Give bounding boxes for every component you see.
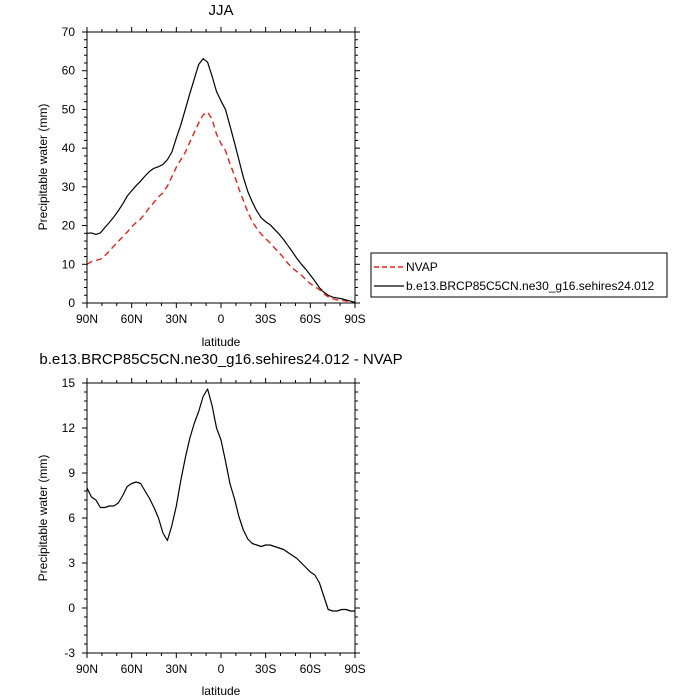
bottom-chart-xlabel: latitude xyxy=(202,684,241,698)
bottom-series-line-difference xyxy=(86,388,355,612)
top-chart-legend: NVAP b.e13.BRCP85C5CN.ne30_g16.sehires24… xyxy=(370,252,668,298)
bottom-chart-title: b.e13.BRCP85C5CN.ne30_g16.sehires24.012 … xyxy=(39,351,402,368)
bottom-x-tick-label: 30N xyxy=(165,662,187,676)
bottom-y-tick-label: 0 xyxy=(68,601,75,615)
bottom-x-tick-label: 90N xyxy=(76,662,98,676)
top-x-tick-label: 30N xyxy=(165,312,187,326)
top-plot-frame xyxy=(86,31,356,304)
top-x-tick-label: 30S xyxy=(255,312,276,326)
top-chart-panel: JJA 90N 60N 30N 0 30S 60S 90S 0 10 20 30 40 50 60 70 l… xyxy=(36,2,366,349)
bottom-y-tick-label: 12 xyxy=(62,421,76,435)
top-y-tick-label: 70 xyxy=(62,25,76,39)
bottom-x-tick-label: 60N xyxy=(121,662,143,676)
top-x-tick-label: 60N xyxy=(121,312,143,326)
legend-label-nvap: NVAP xyxy=(406,260,438,274)
top-y-tick-label: 40 xyxy=(62,141,76,155)
top-chart-xlabel: latitude xyxy=(202,335,241,349)
bottom-plot-frame xyxy=(86,382,356,654)
bottom-x-tick-label: 0 xyxy=(218,662,225,676)
bottom-x-tick-label: 30S xyxy=(255,662,276,676)
top-y-tick-label: 0 xyxy=(68,296,75,310)
top-chart-title: JJA xyxy=(208,2,233,19)
bottom-chart-ylabel: Precipitable water (mm) xyxy=(36,455,50,582)
bottom-y-tick-label: 15 xyxy=(62,376,76,390)
bottom-chart-panel: b.e13.BRCP85C5CN.ne30_g16.sehires24.012 … xyxy=(36,351,403,698)
bottom-y-tick-label: 6 xyxy=(68,511,75,525)
top-y-tick-label: 50 xyxy=(62,102,76,116)
bottom-x-tick-label: 60S xyxy=(300,662,321,676)
bottom-x-tick-label: 90S xyxy=(344,662,365,676)
legend-box xyxy=(370,252,668,298)
top-x-tick-label: 90N xyxy=(76,312,98,326)
legend-label-model: b.e13.BRCP85C5CN.ne30_g16.sehires24.012 xyxy=(406,279,654,293)
top-x-tick-label: 0 xyxy=(218,312,225,326)
top-x-tick-label: 60S xyxy=(300,312,321,326)
bottom-y-tick-label: 3 xyxy=(68,556,75,570)
top-x-tick-label: 90S xyxy=(344,312,365,326)
top-series-line-nvap xyxy=(86,111,356,303)
top-series-line-model xyxy=(86,58,356,304)
top-y-tick-label: 20 xyxy=(62,219,76,233)
bottom-y-tick-label: -3 xyxy=(64,646,75,660)
top-chart-ylabel: Precipitable water (mm) xyxy=(36,104,50,231)
top-y-tick-label: 30 xyxy=(62,180,76,194)
top-y-tick-label: 10 xyxy=(62,257,76,271)
top-y-tick-label: 60 xyxy=(62,64,76,78)
bottom-y-tick-label: 9 xyxy=(68,466,75,480)
